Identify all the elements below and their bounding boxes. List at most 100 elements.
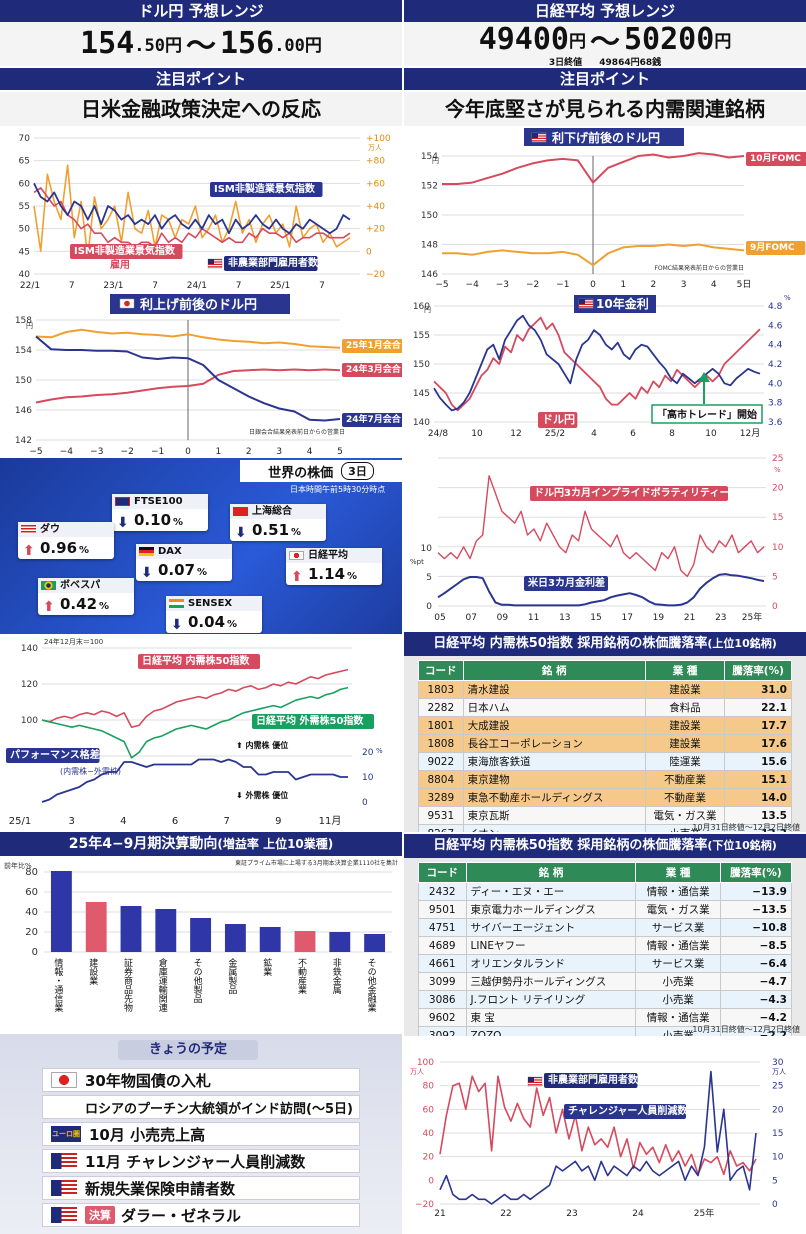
kessan-bar-0 [50, 871, 72, 952]
nfp-label-challenger-bg [564, 1104, 686, 1119]
sector-cell: 建設業 [644, 716, 726, 735]
index-value: ⬇ 0.07% [136, 559, 232, 581]
kessan-bar-2 [120, 906, 142, 952]
boj-yunit: 円 [26, 322, 33, 330]
ism-us-flag-stripe-1 [208, 261, 222, 263]
change-cell: −2.2 [719, 1026, 793, 1036]
world-stocks-date: 3日 [341, 462, 374, 480]
y10-ytick-left-2: 150 [413, 360, 430, 370]
usdjpy-range-values: 154 .50円 〜 156 .00円 [0, 22, 402, 65]
y10-ytick-right-0: 4.8 [768, 302, 783, 312]
y10-us-flag-stripe-1 [579, 301, 593, 303]
ism-us-flag-canton [208, 259, 214, 264]
fomc-series-0 [442, 152, 745, 185]
ism-series-mfg [33, 187, 351, 248]
index-value-text: 0.07 [158, 561, 196, 579]
y10-us-flag-stripe-2 [579, 303, 593, 305]
y10-xtick-3: 25/2 [545, 429, 565, 439]
jp-flag-icon [289, 551, 304, 560]
vol-xtick-3: 11 [528, 613, 539, 623]
table-row: 4661 オリエンタルランド サービス業 −6.4 [418, 954, 793, 973]
name-cell: LINEヤフー [465, 936, 637, 955]
index-pct: % [173, 517, 184, 528]
nfp-ytick-left-2: 60 [423, 1105, 435, 1115]
usdjpy-high-dec: .00円 [274, 35, 322, 56]
y10-label-usdjpy: ドル円 [542, 413, 575, 426]
naiju-label-external: 日経平均 外需株50指数 [256, 714, 364, 727]
name-cell: 東海旅客鉄道 [462, 752, 646, 771]
kessan-ytick-1: 60 [25, 887, 38, 898]
arrow-down-icon: ⬇ [235, 525, 247, 541]
sector-cell: サービス業 [635, 954, 721, 973]
table-row: 9022 東海旅客鉄道 陸運業 15.6 [418, 752, 792, 771]
code-cell: 2432 [418, 882, 467, 901]
index-card-jp: 日経平均 ⬆ 1.14% [286, 548, 382, 585]
kessan-note: 東証プライム市場に上場する3月期本決算企業1110社を集計 [235, 859, 398, 867]
column-header: 業 種 [644, 660, 726, 681]
kessan-bar-8 [329, 932, 351, 952]
code-cell: 3099 [418, 972, 467, 991]
index-value: ⬇ 0.04% [166, 611, 262, 633]
name-cell: 長谷工コーポレーション [462, 734, 646, 753]
boj-ytick-3: 146 [15, 406, 32, 416]
arrow-up-icon: ⬆ [23, 543, 35, 559]
nfp-ytick-right-3: 15 [772, 1129, 783, 1139]
vol-xtick-5: 15 [590, 613, 601, 623]
top10-panel: 日経平均 内需株50指数 採用銘柄の株価騰落率(上位10銘柄) コード銘 柄業 … [404, 632, 806, 832]
naiju-label-domestic: 日経平均 内需株50指数 [142, 654, 250, 667]
table-row: 9531 東京瓦斯 電気・ガス業 13.5 [418, 806, 792, 825]
boj-note: 日銀会合結果発表前日からの営業日 [249, 428, 345, 436]
bottom10-panel: 日経平均 内需株50指数 採用銘柄の株価騰落率(下位10銘柄) コード銘 柄業 … [404, 834, 806, 1036]
ism-series-services [33, 182, 351, 235]
ism-ytick-left-5: 45 [19, 247, 30, 257]
fomc-xtick-4: −1 [556, 280, 569, 290]
code-cell: 4751 [418, 918, 467, 937]
code-cell: 9501 [418, 900, 467, 919]
y10-us-flag-stripe-3 [579, 306, 593, 308]
ism-ytick-left-0: 70 [19, 134, 31, 144]
y10-title-bg [574, 295, 656, 313]
y10-ytick-left-4: 140 [413, 418, 430, 428]
naiju-xtick-2: 4 [120, 816, 126, 827]
boj-label-jul24-bg [342, 413, 402, 427]
world-stocks-title: 世界の株価 [268, 465, 334, 481]
kessan-header: 25年4−9月期決算動向(増益率 上位10業種) [0, 832, 402, 856]
kessan-bar-4 [190, 918, 212, 952]
index-value-text: 0.10 [134, 511, 172, 529]
index-pct: % [197, 567, 208, 578]
code-cell: 4689 [418, 936, 467, 955]
usdjpy-10y-panel: 160 155 150 145 140 4.8 4.6 4.4 4.2 4.0 3.8 3.6 円% 24… [404, 292, 806, 440]
ism-ytick-right-3: +40 [366, 202, 385, 212]
nfp-ytick-right-1: 25 [772, 1082, 783, 1092]
name-cell: 東京電力ホールディングス [465, 900, 637, 919]
y10-ytick-left-0: 160 [413, 302, 430, 312]
change-cell: 17.7 [724, 716, 792, 735]
index-pct: % [291, 527, 302, 538]
usdjpy-range-panel: ドル円 予想レンジ 154 .50円 〜 156 .00円 [0, 0, 402, 66]
change-cell: 15.6 [724, 752, 792, 771]
fomc-label-oct: 10月FOMC [750, 153, 801, 164]
boj-label-jan25: 25年1月会合 [346, 339, 402, 351]
kessan-bar-5 [224, 924, 246, 952]
usdjpy-low-dec: .50円 [134, 35, 182, 56]
nfp-series-nfp [439, 1075, 757, 1176]
y10-label-takaichi: 「高市トレード」開始 [657, 408, 757, 421]
sector-cell: 電気・ガス業 [635, 900, 721, 919]
vol-chart: 10 5 0 %pt 25 20 15 10 5 0% 05 07 09 11 13 15 17 19 21 23 25… [410, 454, 784, 623]
index-pct: % [99, 601, 110, 612]
kessan-cat-8: 非鉄金属 [331, 957, 342, 995]
naiju-xtick-0: 25/1 [9, 816, 31, 827]
sector-cell: 小売業 [635, 990, 721, 1009]
y10-ytick-right-6: 3.6 [768, 418, 783, 428]
y10-xtick-7: 10 [705, 429, 717, 439]
vol-ytick-right-3: 10 [772, 543, 784, 553]
fomc-label-oct-bg [746, 152, 806, 166]
vol-ytick-left-1: 5 [426, 573, 432, 583]
y10-series-10y [433, 314, 761, 412]
code-cell: 1801 [418, 716, 464, 735]
change-cell: 22.1 [724, 698, 792, 717]
fomc-label-sep: 9月FOMC [750, 242, 795, 253]
sector-cell: 小売業 [635, 1026, 721, 1036]
fomc-us-flag-stripe-2 [532, 137, 546, 139]
table-row: 1808 長谷工コーポレーション 建設業 17.6 [418, 734, 792, 753]
